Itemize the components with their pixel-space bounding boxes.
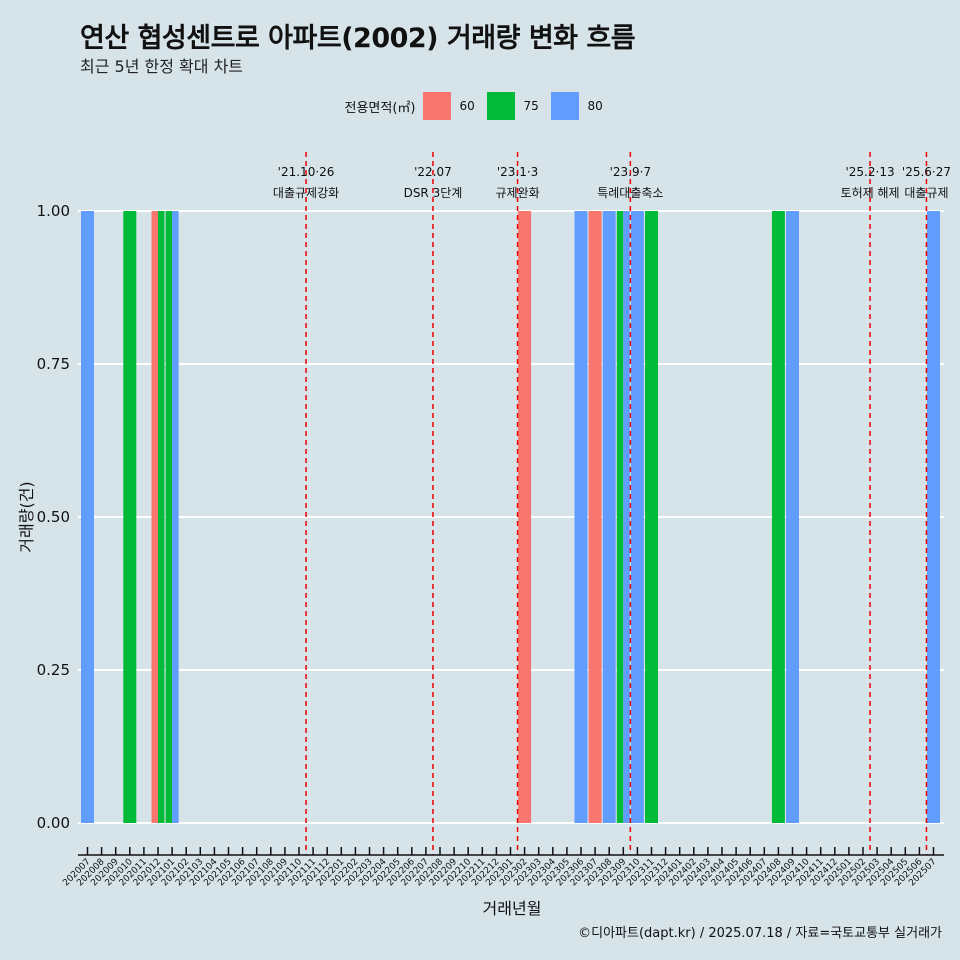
bar-202311-75 xyxy=(645,211,658,823)
legend-item-60: 60 xyxy=(423,92,483,120)
source-caption: ©디아파트(dapt.kr) / 2025.07.18 / 자료=국토교통부 실… xyxy=(578,926,942,941)
y-axis-label: 거래량(건) xyxy=(17,481,36,552)
bar-202307-60 xyxy=(588,211,602,823)
bar-202309-80 xyxy=(623,211,630,823)
legend-swatch-60 xyxy=(423,92,452,120)
event-label: 특례대출축소 xyxy=(597,186,663,200)
y-tick-label: 0.25 xyxy=(37,661,70,679)
legend-label-75: 75 xyxy=(523,99,539,113)
y-tick-label: 0.50 xyxy=(37,508,70,526)
bar-202507-80 xyxy=(927,211,940,823)
chart-title: 연산 협성센트로 아파트(2002) 거래량 변화 흐름 xyxy=(80,23,636,54)
bar-202302-60 xyxy=(518,211,532,823)
bar-202408-75 xyxy=(771,211,785,823)
bar-202010-75 xyxy=(123,211,137,823)
event-date: '25.6·27 xyxy=(902,165,951,179)
event-date: '25.2·13 xyxy=(845,165,894,179)
event-label: 규제완화 xyxy=(495,186,539,200)
event-date: '22.07 xyxy=(414,165,452,179)
bar-202012-75 xyxy=(158,211,165,823)
x-axis: 2020072020082020092020102020112020122021… xyxy=(61,847,944,888)
chart-subtitle: 최근 5년 한정 확대 차트 xyxy=(80,57,244,76)
legend-label-80: 80 xyxy=(587,99,603,113)
y-tick-label: 0.00 xyxy=(37,814,70,832)
legend-title: 전용면적(㎡) xyxy=(344,100,416,116)
event-label: 토허제 해제 xyxy=(841,186,900,200)
legend-swatch-80 xyxy=(551,92,580,120)
legend: 전용면적(㎡) 60 75 80 xyxy=(0,92,960,120)
gridlines xyxy=(78,210,944,824)
legend-item-80: 80 xyxy=(551,92,611,120)
event-label: 대출규제강화 xyxy=(273,186,339,200)
bar-202101-80 xyxy=(172,211,179,823)
bar-202310-80 xyxy=(630,211,644,823)
event-markers: '21.10·26 대출규제강화 '22.07 DSR 3단계 '23.1·3 규제완화 '… xyxy=(273,152,951,855)
event-date: '23.1·3 xyxy=(497,165,538,179)
y-axis: 0.00 0.25 0.50 0.75 1.00 xyxy=(37,202,70,832)
legend-swatch-75 xyxy=(487,92,516,120)
y-tick-label: 1.00 xyxy=(37,202,70,220)
event-label: 대출규제 xyxy=(904,186,948,200)
x-axis-label: 거래년월 xyxy=(483,899,542,918)
event-date: '21.10·26 xyxy=(278,165,335,179)
legend-item-75: 75 xyxy=(487,92,547,120)
legend-label-60: 60 xyxy=(459,99,475,113)
bar-202309-75 xyxy=(616,211,624,823)
bar-202306-80 xyxy=(574,211,588,823)
event-label: DSR 3단계 xyxy=(404,186,463,200)
event-date: '23.9·7 xyxy=(610,165,651,179)
y-tick-label: 0.75 xyxy=(37,355,70,373)
bar-202308-80 xyxy=(602,211,616,823)
bar-202007-80 xyxy=(81,211,94,823)
bar-202409-80 xyxy=(786,211,799,823)
bar-202012-60 xyxy=(151,211,158,823)
bar-202101-75 xyxy=(165,211,173,823)
bars-group xyxy=(81,211,940,823)
